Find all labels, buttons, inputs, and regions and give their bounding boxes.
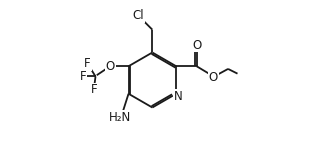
Text: Cl: Cl xyxy=(132,9,144,22)
Text: F: F xyxy=(80,70,86,83)
Text: O: O xyxy=(209,71,218,84)
Text: F: F xyxy=(90,83,97,96)
Text: O: O xyxy=(106,60,115,73)
Text: F: F xyxy=(84,57,91,70)
Text: N: N xyxy=(174,90,183,103)
Text: H₂N: H₂N xyxy=(109,111,131,124)
Text: O: O xyxy=(192,39,201,52)
